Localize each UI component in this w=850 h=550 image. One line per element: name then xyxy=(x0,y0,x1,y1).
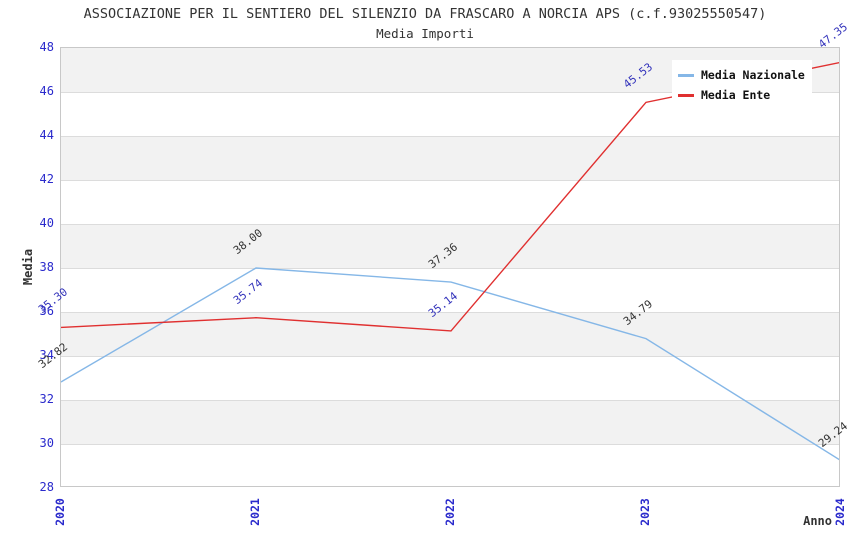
gridline xyxy=(61,400,839,401)
x-tick-label: 2022 xyxy=(443,498,457,526)
grid-band xyxy=(61,224,839,268)
legend-label: Media Ente xyxy=(701,88,771,102)
grid-band xyxy=(61,444,839,486)
y-tick-label: 38 xyxy=(39,260,54,274)
x-tick-label: 2023 xyxy=(638,498,652,526)
plot-area xyxy=(60,47,840,487)
y-tick-label: 28 xyxy=(39,480,54,494)
grid-band xyxy=(61,400,839,444)
gridline xyxy=(61,136,839,137)
y-tick-label: 32 xyxy=(39,392,54,406)
y-tick-label: 48 xyxy=(39,40,54,54)
grid-band xyxy=(61,312,839,356)
media-nazionale-line-icon xyxy=(678,73,694,77)
legend-item-media-ente: Media Ente xyxy=(678,85,806,105)
legend: Media Nazionale Media Ente xyxy=(672,60,812,110)
media-ente-line-icon xyxy=(678,93,694,97)
gridline xyxy=(61,444,839,445)
gridline xyxy=(61,268,839,269)
grid-band xyxy=(61,136,839,180)
y-tick-label: 44 xyxy=(39,128,54,142)
gridline xyxy=(61,224,839,225)
grid-band xyxy=(61,268,839,312)
legend-item-media-nazionale: Media Nazionale xyxy=(678,65,806,85)
x-tick-label: 2020 xyxy=(53,498,67,526)
y-tick-label: 34 xyxy=(39,348,54,362)
gridline xyxy=(61,356,839,357)
chart-title: ASSOCIAZIONE PER IL SENTIERO DEL SILENZI… xyxy=(83,6,767,22)
chart-subtitle: Media Importi xyxy=(376,26,474,41)
series-lines xyxy=(61,61,839,461)
x-tick-label: 2024 xyxy=(833,498,847,526)
series-line xyxy=(61,267,839,461)
y-tick-label: 36 xyxy=(39,304,54,318)
x-axis-label: Anno xyxy=(803,514,832,528)
y-tick-label: 30 xyxy=(39,436,54,450)
x-tick-label: 2021 xyxy=(248,498,262,526)
gridline xyxy=(61,92,839,93)
grid-band xyxy=(61,180,839,224)
y-tick-label: 42 xyxy=(39,172,54,186)
y-tick-label: 46 xyxy=(39,84,54,98)
legend-label: Media Nazionale xyxy=(701,68,805,82)
gridline xyxy=(61,180,839,181)
y-tick-label: 40 xyxy=(39,216,54,230)
gridline xyxy=(61,312,839,313)
